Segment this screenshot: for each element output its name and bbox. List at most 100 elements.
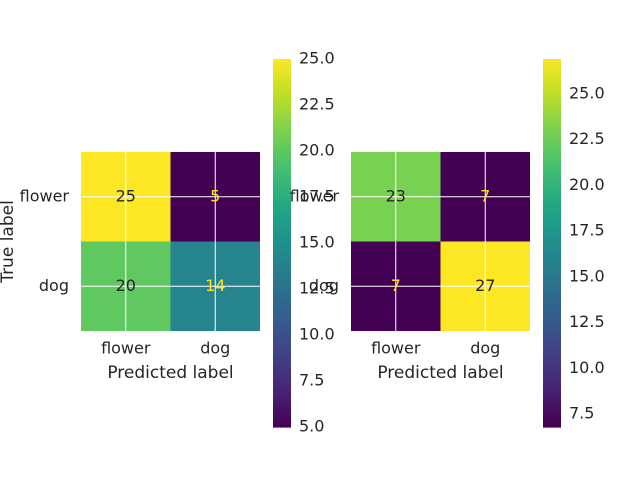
colorbar-segment xyxy=(273,408,291,413)
colorbar-segment xyxy=(273,83,291,88)
colorbar-segment xyxy=(273,341,291,345)
colorbar-segment xyxy=(543,200,561,204)
colorbar-segment xyxy=(273,313,291,318)
x-tick-label: flower xyxy=(371,339,421,358)
colorbar-segment xyxy=(273,310,291,315)
colorbar-segment xyxy=(543,405,561,410)
colorbar-segment xyxy=(273,80,291,85)
colorbar-segment xyxy=(543,147,561,152)
colorbar-segment xyxy=(543,399,561,404)
colorbar-segment xyxy=(273,190,291,195)
colorbar-segment xyxy=(273,402,291,407)
colorbar-segment xyxy=(273,74,291,78)
colorbar-segment xyxy=(273,261,291,266)
colorbar-segment xyxy=(543,218,561,223)
colorbar-segment xyxy=(273,62,291,66)
colorbar-segment xyxy=(543,154,561,158)
colorbar-segment xyxy=(273,335,291,339)
colorbar-segment xyxy=(273,384,291,388)
colorbar-segment xyxy=(543,144,561,149)
colorbar-segment xyxy=(543,224,561,229)
colorbar-segment xyxy=(543,68,561,72)
colorbar-segment xyxy=(543,233,561,238)
colorbar-segment xyxy=(543,304,561,308)
colorbar-segment xyxy=(273,301,291,305)
colorbar-segment xyxy=(273,255,291,259)
colorbar-segment xyxy=(543,414,561,419)
colorbar-segment xyxy=(273,147,291,152)
colorbar-segment xyxy=(273,187,291,192)
colorbar-segment xyxy=(543,71,561,75)
colorbar-segment xyxy=(543,301,561,305)
colorbar-segment xyxy=(273,141,291,146)
cell-value-label: 14 xyxy=(205,276,225,295)
colorbar-segment xyxy=(273,347,291,351)
colorbar-segment xyxy=(273,405,291,410)
colorbar-tick-label: 20.0 xyxy=(299,141,335,160)
colorbar-tick-label: 25.0 xyxy=(299,49,335,68)
colorbar-segment xyxy=(273,396,291,400)
colorbar-segment xyxy=(273,322,291,327)
colorbar-segment xyxy=(543,261,561,266)
colorbar-segment xyxy=(543,393,561,397)
colorbar-segment xyxy=(273,151,291,155)
colorbar-segment xyxy=(273,157,291,161)
colorbar-segment xyxy=(543,190,561,195)
colorbar-segment xyxy=(543,270,561,275)
colorbar-segment xyxy=(543,160,561,164)
colorbar-segment xyxy=(273,200,291,204)
colorbar-segment xyxy=(273,111,291,115)
colorbar-segment xyxy=(543,408,561,413)
colorbar-segment xyxy=(273,129,291,134)
colorbar-segment xyxy=(273,420,291,425)
colorbar-segment xyxy=(273,89,291,94)
colorbar-segment xyxy=(273,239,291,244)
colorbar-segment xyxy=(543,212,561,216)
colorbar-segment xyxy=(543,356,561,361)
colorbar-segment xyxy=(273,338,291,342)
colorbar-segment xyxy=(543,377,561,382)
colorbar-segment xyxy=(543,151,561,155)
colorbar-segment xyxy=(273,267,291,272)
colorbar-segment xyxy=(543,209,561,213)
cell-value-label: 7 xyxy=(391,276,401,295)
colorbar-segment xyxy=(543,292,561,296)
x-axis-label: Predicted label xyxy=(107,363,233,383)
colorbar-segment xyxy=(543,249,561,253)
colorbar-segment xyxy=(273,362,291,367)
colorbar-segment xyxy=(543,175,561,180)
colorbar-segment xyxy=(273,132,291,137)
colorbar-segment xyxy=(543,108,561,112)
colorbar-segment xyxy=(543,138,561,143)
colorbar-segment xyxy=(273,264,291,269)
colorbar-segment xyxy=(273,368,291,373)
colorbar-segment xyxy=(543,387,561,391)
colorbar-segment xyxy=(543,227,561,232)
colorbar-segment xyxy=(543,359,561,364)
colorbar-segment xyxy=(543,105,561,109)
colorbar-segment xyxy=(273,344,291,348)
colorbar-tick-label: 22.5 xyxy=(299,95,335,114)
colorbar-segment xyxy=(543,74,561,78)
colorbar-segment xyxy=(273,282,291,287)
colorbar-segment xyxy=(543,331,561,336)
colorbar-segment xyxy=(543,246,561,250)
colorbar-segment xyxy=(273,206,291,210)
colorbar-segment xyxy=(273,353,291,358)
colorbar-segment xyxy=(543,236,561,241)
y-tick-label: flower xyxy=(290,186,340,205)
colorbar-segment xyxy=(273,108,291,112)
colorbar-segment xyxy=(273,224,291,229)
colorbar-segment xyxy=(543,178,561,183)
colorbar-segment xyxy=(543,92,561,97)
cell-value-label: 7 xyxy=(480,186,490,205)
colorbar-segment xyxy=(543,381,561,385)
x-axis-label: Predicted label xyxy=(377,363,503,383)
cell-value-label: 27 xyxy=(475,276,495,295)
colorbar-segment xyxy=(543,307,561,312)
colorbar-segment xyxy=(543,285,561,290)
colorbar-segment xyxy=(273,92,291,97)
colorbar-segment xyxy=(543,101,561,106)
colorbar-segment xyxy=(543,86,561,91)
colorbar-segment xyxy=(273,71,291,75)
